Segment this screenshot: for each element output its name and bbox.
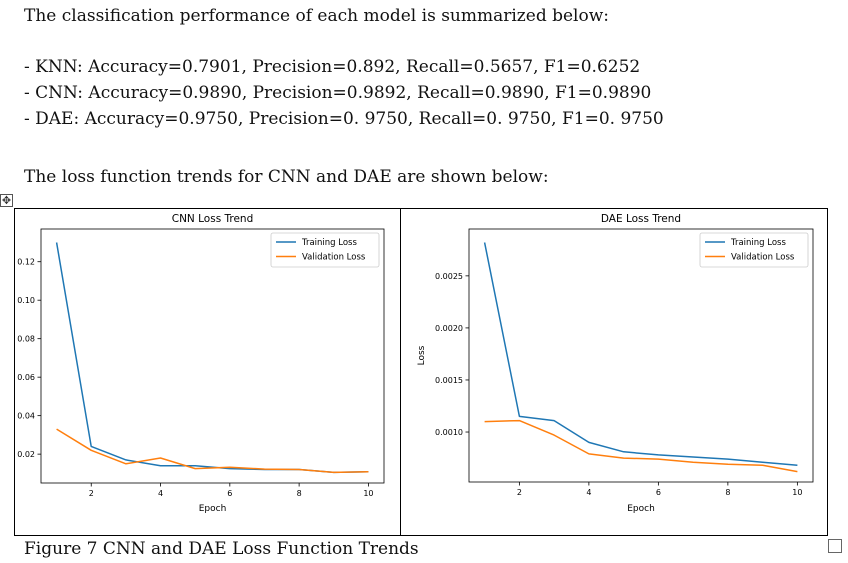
- dae-y-tick-label: 0.0010: [435, 428, 463, 437]
- cnn-series-line-training: [55, 242, 369, 474]
- dae-x-tick-label: 8: [725, 488, 730, 497]
- cnn-legend-label: Validation Loss: [302, 253, 366, 263]
- dae-x-axis-label: Epoch: [627, 504, 655, 514]
- dae-y-tick-label: 0.0015: [435, 376, 463, 385]
- dae-y-axis-label: Loss: [417, 345, 427, 365]
- dae-x-tick-label: 2: [517, 488, 522, 497]
- figure-table-divider: [400, 208, 401, 536]
- dae-loss-chart: DAE Loss Trend 2 4 6 8 10 0.0010 0.0015 0.0020 0.…: [417, 213, 814, 514]
- cnn-y-tick-label: 0.12: [17, 258, 35, 267]
- dae-legend-label: Validation Loss: [731, 253, 795, 263]
- figure-table: [14, 208, 828, 536]
- resize-handle-icon[interactable]: [828, 539, 842, 553]
- cnn-y-tick-label: 0.02: [17, 450, 35, 459]
- cnn-x-axis-label: Epoch: [199, 504, 227, 514]
- cnn-legend-label: Training Loss: [301, 238, 357, 248]
- cnn-legend-box: [270, 232, 380, 268]
- dae-legend-box: [699, 232, 809, 268]
- move-handle-icon[interactable]: ✥: [0, 194, 13, 207]
- metric-line-knn: - KNN: Accuracy=0.7901, Precision=0.892,…: [24, 57, 641, 77]
- cnn-y-tick-label: 0.06: [17, 373, 35, 382]
- dae-y-tick-label: 0.0020: [435, 324, 463, 333]
- cnn-plot-frame: [40, 228, 385, 484]
- figure-caption: Figure 7 CNN and DAE Loss Function Trend…: [24, 539, 419, 559]
- dae-plot-frame: [468, 228, 814, 483]
- dae-x-tick-label: 6: [656, 488, 661, 497]
- dae-chart-title: DAE Loss Trend: [601, 213, 681, 225]
- cnn-y-tick-label: 0.08: [17, 335, 35, 344]
- dae-y-tick-label: 0.0025: [435, 272, 463, 281]
- dae-x-tick-label: 10: [792, 488, 802, 497]
- cnn-x-tick-label: 10: [363, 489, 373, 498]
- cnn-y-tick-label: 0.04: [17, 412, 35, 421]
- dae-series-line-training: [483, 242, 798, 467]
- cnn-x-tick-label: 2: [89, 489, 94, 498]
- dae-series-line-validation: [484, 419, 798, 473]
- dae-legend-label: Training Loss: [730, 238, 786, 248]
- metric-line-dae: - DAE: Accuracy=0.9750, Precision=0. 975…: [24, 109, 664, 129]
- loss-intro-paragraph: The loss function trends for CNN and DAE…: [24, 167, 549, 187]
- cnn-x-tick-label: 6: [227, 489, 232, 498]
- cnn-series-line-validation: [56, 428, 369, 474]
- dae-x-tick-label: 4: [586, 488, 591, 497]
- intro-paragraph: The classification performance of each m…: [24, 6, 610, 26]
- cnn-y-tick-label: 0.10: [17, 296, 35, 305]
- cnn-x-tick-label: 8: [297, 489, 302, 498]
- cnn-x-tick-label: 4: [158, 489, 163, 498]
- cnn-loss-chart: CNN Loss Trend 2 4 6 8 10 0.02 0.04 0.06 0.08 0.10…: [17, 213, 385, 514]
- metric-line-cnn: - CNN: Accuracy=0.9890, Precision=0.9892…: [24, 83, 652, 103]
- cnn-chart-title: CNN Loss Trend: [172, 213, 253, 225]
